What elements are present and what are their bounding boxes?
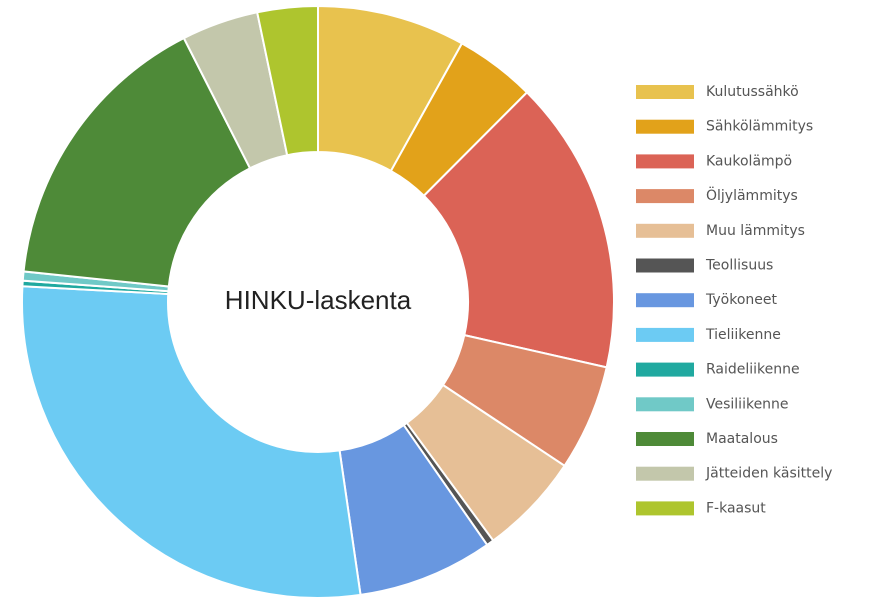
legend-label: Sähkölämmitys xyxy=(706,119,813,135)
wedge xyxy=(22,36,252,288)
legend-label: F-kaasut xyxy=(706,500,766,516)
donut xyxy=(21,4,615,598)
legend-swatch xyxy=(636,154,694,169)
legend-swatch xyxy=(636,501,694,516)
legend-label: Tieliikenne xyxy=(705,327,781,343)
legend-label: Öljylämmitys xyxy=(706,186,798,204)
chart-title: HINKU-laskenta xyxy=(225,285,412,315)
legend-label: Teollisuus xyxy=(705,258,773,274)
legend-swatch xyxy=(636,362,694,377)
legend-swatch xyxy=(636,327,694,342)
legend-label: Muu lämmitys xyxy=(706,223,805,239)
legend: Kulutussähkö Sähkölämmitys Kaukolämpö Öljyl… xyxy=(636,84,832,516)
wedge xyxy=(422,90,615,369)
legend-swatch xyxy=(636,466,694,481)
legend-swatch xyxy=(636,432,694,446)
legend-label: Jätteiden käsittely xyxy=(705,466,832,482)
legend-swatch xyxy=(636,85,694,99)
wedge xyxy=(21,285,362,598)
legend-label: Vesiliikenne xyxy=(706,396,789,412)
legend-swatch xyxy=(636,189,694,204)
legend-swatch xyxy=(636,397,694,412)
wedge xyxy=(256,4,319,157)
legend-swatch xyxy=(636,293,694,308)
legend-swatch xyxy=(636,119,694,134)
legend-label: Maatalous xyxy=(706,431,778,447)
legend-swatch xyxy=(636,223,694,238)
legend-label: Kulutussähkö xyxy=(706,84,799,100)
legend-label: Kaukolämpö xyxy=(706,153,792,169)
legend-label: Työkoneet xyxy=(705,292,777,308)
legend-swatch xyxy=(636,258,694,273)
legend-label: Raideliikenne xyxy=(706,362,800,378)
